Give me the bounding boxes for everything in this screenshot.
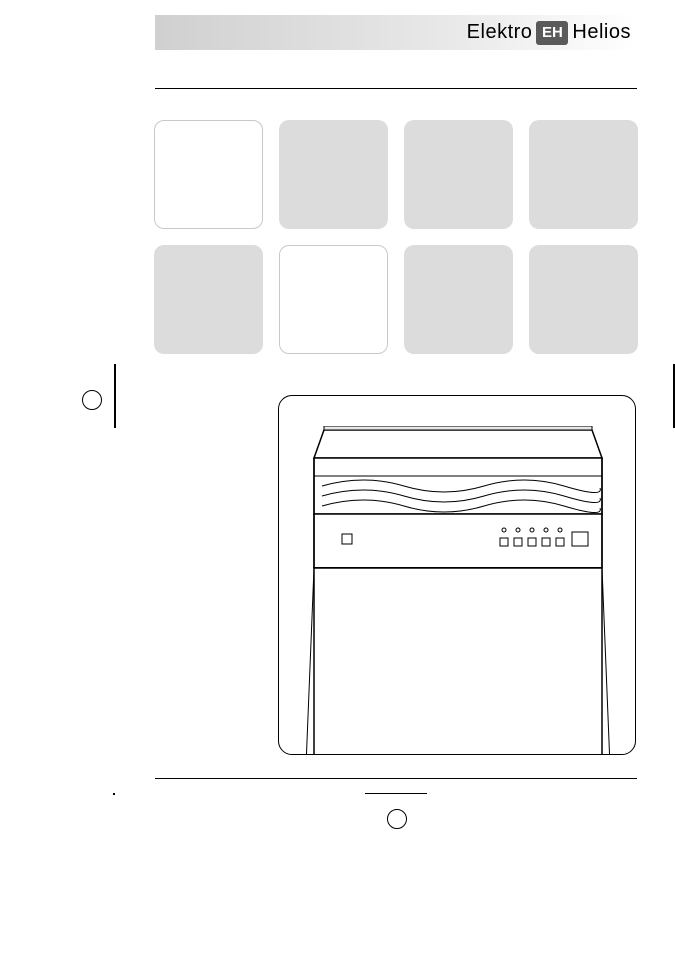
footer-small-line [365, 793, 427, 794]
left-register-mark [82, 364, 117, 428]
tile [404, 120, 513, 229]
tile [154, 245, 263, 354]
tile [529, 120, 638, 229]
tile [279, 120, 388, 229]
tile [404, 245, 513, 354]
brand-text-left: Elektro [467, 21, 533, 44]
product-illustration-frame [278, 395, 636, 755]
divider-bottom [155, 778, 637, 779]
register-bar [114, 364, 116, 428]
register-circle-icon [82, 390, 102, 410]
brand-text-right: Helios [572, 21, 631, 44]
divider-top [155, 88, 637, 89]
dishwasher-illustration [304, 426, 612, 755]
tile-grid [154, 120, 638, 354]
brand-bar: Elektro EH Helios [155, 15, 637, 50]
tile [279, 245, 388, 354]
footer-dot [113, 793, 115, 795]
tile [529, 245, 638, 354]
footer-circle-icon [387, 809, 407, 829]
tile [154, 120, 263, 229]
brand-logo: EH [536, 21, 568, 45]
